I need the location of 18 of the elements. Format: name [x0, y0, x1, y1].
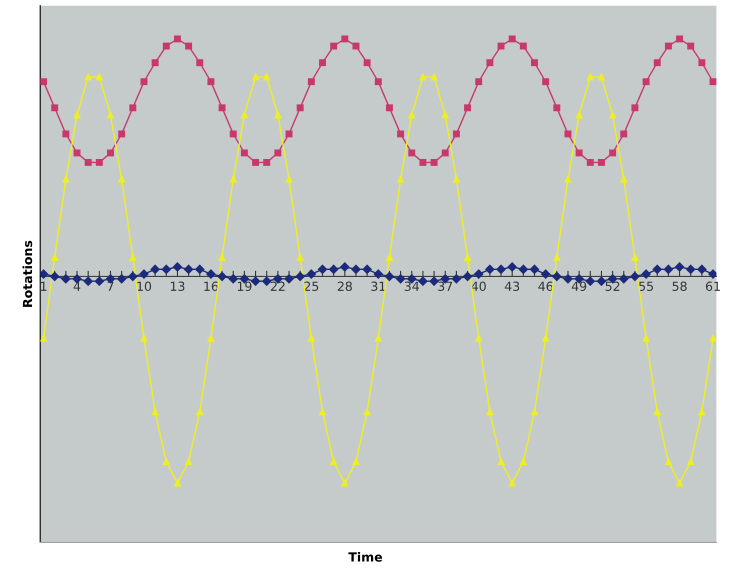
x-tick-label: 46 — [538, 282, 553, 291]
x-tick-label: 22 — [270, 282, 285, 291]
x-tick-label: 58 — [672, 282, 687, 291]
x-tick-label: 55 — [639, 282, 653, 291]
x-tick-label: 61 — [706, 282, 720, 291]
x-tick-label: 43 — [504, 282, 520, 291]
x-tick-label: 16 — [204, 282, 218, 291]
x-tick-label: 13 — [170, 282, 184, 291]
x-tick-label: 37 — [438, 282, 452, 291]
x-tick-label: 34 — [404, 282, 420, 291]
x-tick-label: 49 — [572, 282, 586, 291]
x-tick-label: 31 — [371, 282, 386, 291]
text: Time — [348, 552, 382, 562]
x-tick-label: 19 — [238, 282, 252, 291]
x-tick-label: 28 — [338, 282, 352, 291]
y-axis-title: Rotations — [22, 240, 32, 307]
x-tick-label: 52 — [606, 282, 620, 291]
x-tick-label: 1 — [40, 282, 46, 291]
